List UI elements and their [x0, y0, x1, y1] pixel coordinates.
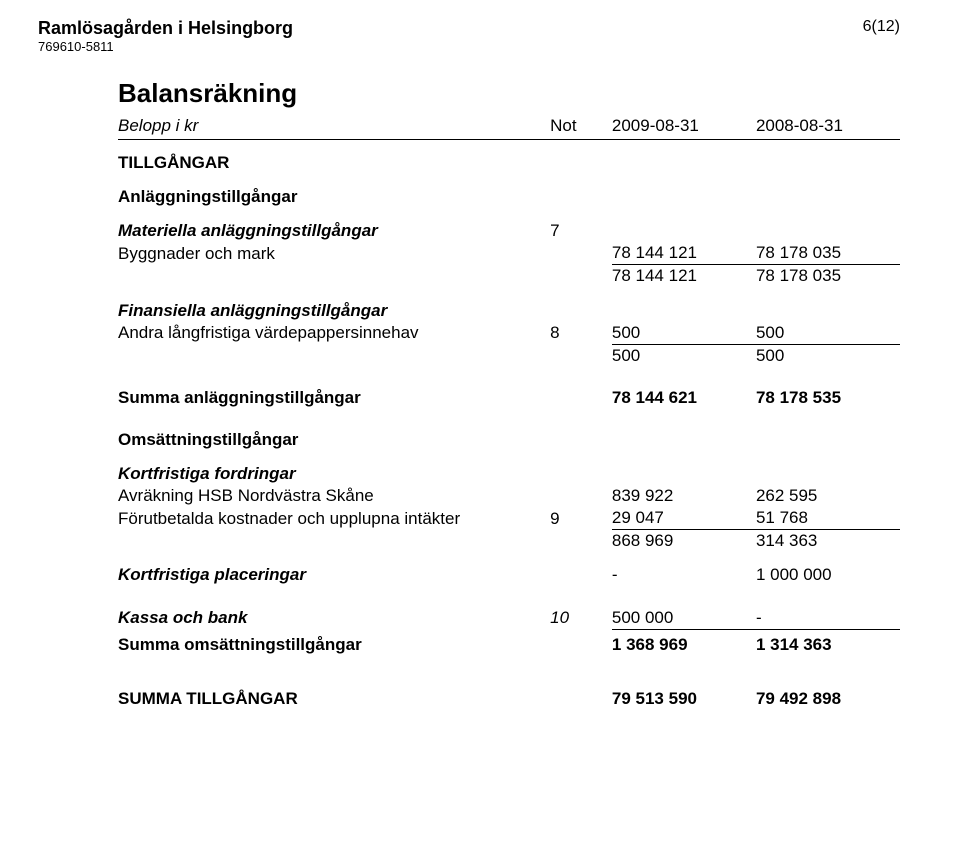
row-value-2009: 868 969	[612, 530, 756, 553]
section-tillgangar: TILLGÅNGAR	[118, 152, 900, 174]
balance-table: Belopp i kr Not 2009-08-31 2008-08-31 TI…	[118, 115, 900, 710]
note-cell: 9	[550, 507, 612, 530]
row-value-2008: -	[756, 607, 900, 630]
row-label: Avräkning HSB Nordvästra Skåne	[118, 485, 550, 507]
section-heading: Omsättningstillgångar	[118, 429, 550, 451]
row-label: Kassa och bank	[118, 607, 550, 630]
row-andra-lang: Andra långfristiga värdepappersinnehav 8…	[118, 322, 900, 345]
row-label: Förutbetalda kostnader och upplupna intä…	[118, 507, 550, 530]
row-summa-anlaggning: Summa anläggningstillgångar 78 144 621 7…	[118, 387, 900, 409]
row-kort-plac: Kortfristiga placeringar - 1 000 000	[118, 564, 900, 586]
note-cell: 7	[550, 220, 612, 242]
row-value-2009: 500	[612, 344, 756, 367]
row-value-2008: 78 178 535	[756, 387, 900, 409]
page-title: Balansräkning	[118, 78, 900, 109]
row-value-2008: 500	[756, 344, 900, 367]
row-value-2009: 839 922	[612, 485, 756, 507]
row-value-2009: 29 047	[612, 507, 756, 530]
row-label: Summa anläggningstillgångar	[118, 387, 550, 409]
org-number: 769610-5811	[38, 39, 293, 54]
page-root: Ramlösagården i Helsingborg 769610-5811 …	[0, 0, 960, 848]
row-value-2009: 78 144 121	[612, 242, 756, 265]
row-value-2009: 500	[612, 322, 756, 345]
row-value-2008: 262 595	[756, 485, 900, 507]
note-cell: 8	[550, 322, 612, 345]
row-avrakning: Avräkning HSB Nordvästra Skåne 839 922 2…	[118, 485, 900, 507]
col-2008-header: 2008-08-31	[756, 115, 900, 140]
row-value-2009: 500 000	[612, 607, 756, 630]
page-header: Ramlösagården i Helsingborg 769610-5811 …	[38, 18, 900, 54]
row-kassa: Kassa och bank 10 500 000 -	[118, 607, 900, 630]
row-materiella-sum: 78 144 121 78 178 035	[118, 265, 900, 288]
row-finansiella-sum: 500 500	[118, 344, 900, 367]
row-value-2008: 78 178 035	[756, 265, 900, 288]
row-value-2008: 314 363	[756, 530, 900, 553]
page-number: 6(12)	[863, 18, 900, 36]
subsection-kortfordr: Kortfristiga fordringar	[118, 463, 900, 485]
row-value-2008: 51 768	[756, 507, 900, 530]
section-anlaggning: Anläggningstillgångar	[118, 186, 900, 208]
row-label: Andra långfristiga värdepappersinnehav	[118, 322, 550, 345]
row-kortfordr-sum: 868 969 314 363	[118, 530, 900, 553]
row-summa-tillg: SUMMA TILLGÅNGAR 79 513 590 79 492 898	[118, 688, 900, 710]
row-byggnader: Byggnader och mark 78 144 121 78 178 035	[118, 242, 900, 265]
section-heading: Anläggningstillgångar	[118, 186, 550, 208]
org-name: Ramlösagården i Helsingborg	[38, 18, 293, 39]
row-value-2008: 78 178 035	[756, 242, 900, 265]
subsection-materiella: Materiella anläggningstillgångar 7	[118, 220, 900, 242]
section-heading: TILLGÅNGAR	[118, 152, 550, 174]
row-label: Summa omsättningstillgångar	[118, 634, 550, 656]
row-value-2009: 78 144 121	[612, 265, 756, 288]
row-forutbet: Förutbetalda kostnader och upplupna intä…	[118, 507, 900, 530]
row-value-2009: 78 144 621	[612, 387, 756, 409]
row-value-2008: 500	[756, 322, 900, 345]
col-label-header: Belopp i kr	[118, 115, 550, 140]
subsection-heading: Kortfristiga fordringar	[118, 463, 550, 485]
row-value-2009: 79 513 590	[612, 688, 756, 710]
row-label: Kortfristiga placeringar	[118, 564, 550, 586]
org-block: Ramlösagården i Helsingborg 769610-5811	[38, 18, 293, 54]
subsection-heading: Materiella anläggningstillgångar	[118, 220, 550, 242]
row-value-2008: 79 492 898	[756, 688, 900, 710]
row-label: SUMMA TILLGÅNGAR	[118, 688, 550, 710]
row-label: Byggnader och mark	[118, 242, 550, 265]
row-value-2008: 1 000 000	[756, 564, 900, 586]
col-2009-header: 2009-08-31	[612, 115, 756, 140]
row-value-2008: 1 314 363	[756, 634, 900, 656]
row-value-2009: 1 368 969	[612, 634, 756, 656]
content: Balansräkning Belopp i kr Not 2009-08-31…	[118, 78, 900, 710]
row-summa-oms: Summa omsättningstillgångar 1 368 969 1 …	[118, 634, 900, 656]
col-note-header: Not	[550, 115, 612, 140]
section-omsattning: Omsättningstillgångar	[118, 429, 900, 451]
table-header-row: Belopp i kr Not 2009-08-31 2008-08-31	[118, 115, 900, 140]
subsection-finansiella: Finansiella anläggningstillgångar	[118, 300, 900, 322]
note-cell: 10	[550, 607, 612, 630]
subsection-heading: Finansiella anläggningstillgångar	[118, 300, 550, 322]
row-value-2009: -	[612, 564, 756, 586]
